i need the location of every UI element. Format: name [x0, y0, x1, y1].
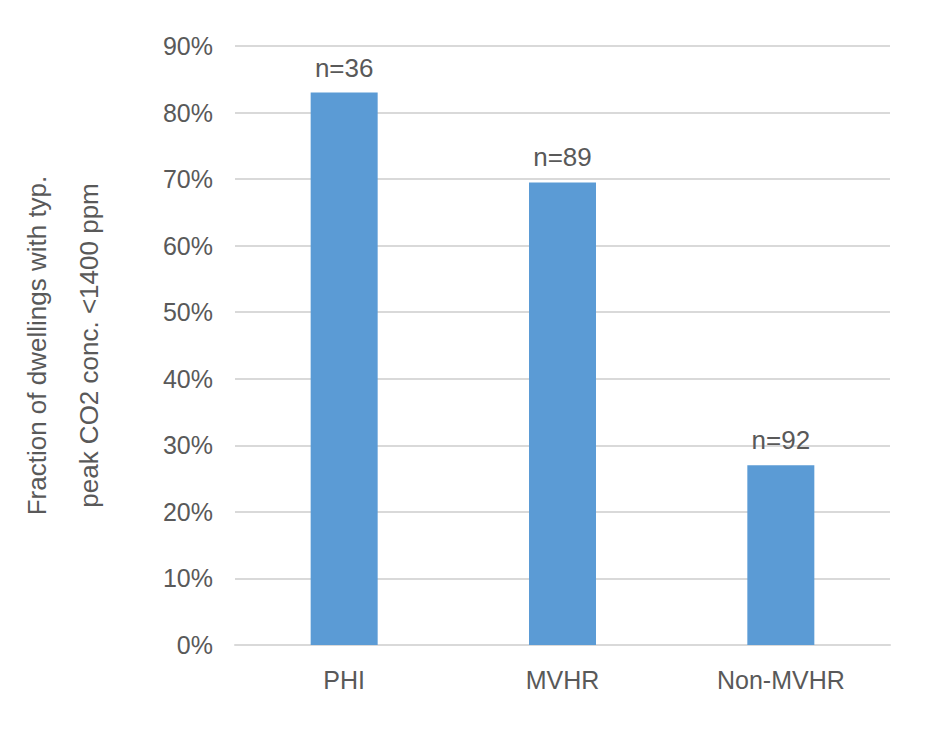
svg-text:n=89: n=89	[533, 142, 592, 172]
svg-text:20%: 20%	[163, 498, 213, 526]
svg-text:70%: 70%	[163, 165, 213, 193]
svg-text:MVHR: MVHR	[526, 666, 600, 694]
svg-text:40%: 40%	[163, 365, 213, 393]
svg-text:PHI: PHI	[323, 666, 365, 694]
svg-text:90%: 90%	[163, 32, 213, 60]
svg-text:n=92: n=92	[752, 425, 811, 455]
svg-text:50%: 50%	[163, 298, 213, 326]
svg-text:Non-MVHR: Non-MVHR	[717, 666, 845, 694]
svg-text:Fraction of dwellings with typ: Fraction of dwellings with typ.	[22, 176, 52, 516]
svg-text:60%: 60%	[163, 232, 213, 260]
svg-text:peak CO2 conc. <1400 ppm: peak CO2 conc. <1400 ppm	[74, 183, 104, 507]
svg-text:80%: 80%	[163, 99, 213, 127]
svg-text:30%: 30%	[163, 431, 213, 459]
svg-text:0%: 0%	[177, 631, 213, 659]
svg-text:10%: 10%	[163, 564, 213, 592]
svg-text:n=36: n=36	[315, 53, 374, 83]
